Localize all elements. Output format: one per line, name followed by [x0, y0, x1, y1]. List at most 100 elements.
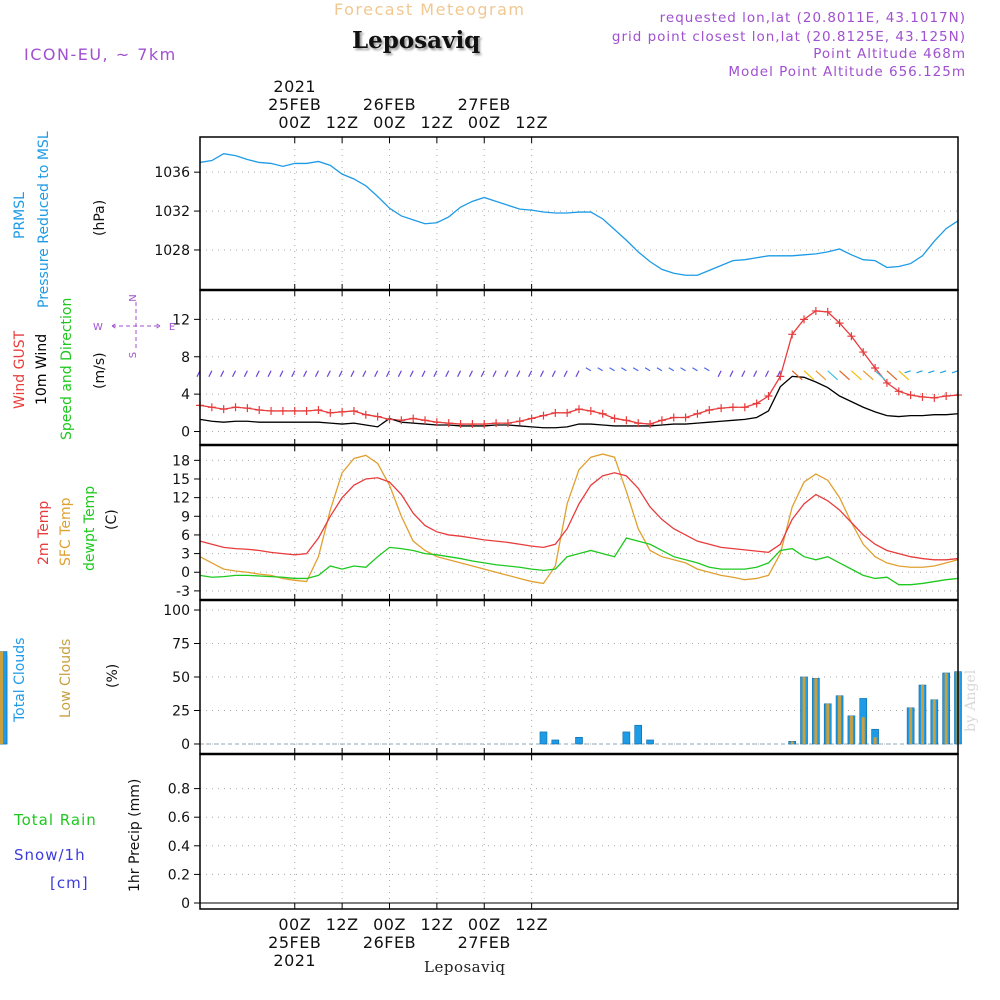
wind-arrow: [539, 370, 545, 378]
gust-marker: [610, 414, 619, 423]
gust-marker: [930, 393, 939, 402]
top-time-label: 25FEB: [268, 95, 321, 114]
panel-precip-ytick-label: 0: [181, 896, 190, 912]
wind-arrow: [338, 370, 343, 378]
gust-marker: [717, 404, 726, 413]
gust-marker: [527, 414, 536, 423]
gust-marker: [871, 363, 880, 372]
gust-marker: [705, 406, 714, 415]
low-clouds-bar: [944, 672, 948, 744]
gust-marker: [646, 420, 655, 429]
top-time-label: 00Z: [373, 113, 406, 132]
wind-arrow: [680, 367, 686, 372]
gust-marker: [421, 416, 430, 425]
gust-marker: [503, 419, 512, 428]
gust-marker: [231, 403, 240, 412]
wind-arrow: [528, 370, 533, 378]
low-clouds-bar: [0, 651, 3, 744]
panel-temperature-ytick-label: -3: [176, 584, 190, 600]
gust-marker: [847, 332, 856, 341]
wind-arrow: [326, 370, 331, 378]
panel-temperature-ytick-label: 3: [181, 547, 190, 563]
panel-temperature-ytick-label: 12: [172, 491, 190, 507]
top-time-label: 12Z: [326, 113, 359, 132]
low-clouds-bar: [909, 707, 913, 744]
low-clouds-bar: [838, 695, 842, 744]
gust-marker: [302, 406, 311, 415]
top-time-label: 12Z: [420, 113, 453, 132]
low-clouds-bar: [873, 737, 877, 744]
wind-arrow: [303, 370, 308, 378]
total-clouds-bar: [634, 724, 643, 745]
wind-arrow: [563, 370, 568, 378]
panel-clouds-ytick-label: 0: [181, 737, 190, 753]
gust-marker: [539, 411, 548, 420]
panel-precip-ytick-label: 0.2: [168, 867, 190, 883]
wind-arrow: [764, 370, 770, 378]
top-time-label: 00Z: [468, 113, 501, 132]
wind-arrow: [597, 367, 603, 372]
wind-arrow: [208, 370, 213, 378]
gust-marker: [444, 419, 453, 428]
gust-marker: [823, 307, 832, 316]
model-altitude: Model Point Altitude 656.125m: [728, 64, 966, 80]
wind-arrow: [668, 367, 675, 372]
gust-marker: [918, 392, 927, 401]
gust-marker: [859, 348, 868, 357]
gust-marker: [409, 414, 418, 423]
gust-marker: [397, 416, 406, 425]
gust-marker: [811, 306, 820, 315]
bottom-time-label: 27FEB: [458, 933, 511, 952]
wind-arrow: [480, 370, 485, 378]
wind-arrow: [374, 370, 379, 378]
wind-arrow: [886, 370, 898, 381]
top-time-label: 2021: [273, 77, 316, 96]
panel-precip-frame: [199, 753, 959, 910]
pressure-label-msl: Pressure Reduced to MSL: [36, 131, 52, 308]
panel-temperature-ytick-label: 0: [181, 565, 190, 581]
wind-arrow: [916, 370, 923, 374]
low-clouds-bar: [849, 715, 853, 744]
wind-arrow: [397, 370, 402, 378]
rain-label: Total Rain: [13, 811, 97, 829]
wind-arrow: [362, 370, 367, 378]
total-clouds-bar: [622, 731, 631, 745]
gust-marker: [480, 420, 489, 429]
gust-marker: [314, 406, 323, 415]
precip-label: 1hr Precip (mm): [127, 779, 143, 892]
clouds-label-total: Total Clouds: [12, 638, 28, 723]
gust-marker: [278, 406, 287, 415]
wind-arrow: [433, 370, 438, 378]
bottom-time-label: 12Z: [420, 915, 453, 934]
wind-arrow: [504, 370, 509, 378]
top-time-label: 00Z: [278, 113, 311, 132]
total-clouds-bar: [575, 736, 583, 745]
wind-arrow: [632, 367, 639, 372]
snow-label: Snow/1h: [14, 846, 86, 864]
wind-label-gust: Wind GUST: [12, 330, 28, 409]
gust-marker: [586, 406, 595, 415]
bottom-time-label: 26FEB: [363, 933, 416, 952]
panel-wind-ytick-label: 4: [181, 387, 190, 403]
total-clouds-bar: [539, 731, 548, 745]
wind-arrow: [385, 370, 391, 378]
wind-arrow: [551, 370, 556, 378]
wind-arrow: [255, 370, 260, 378]
gust-marker: [752, 399, 761, 408]
wind-arrow: [851, 370, 862, 381]
wind-arrow: [898, 370, 910, 381]
panel-clouds-ytick-label: 25: [172, 703, 190, 719]
gust-marker: [669, 413, 678, 422]
t2m-line: [199, 472, 959, 561]
total-clouds-bar: [0, 651, 8, 745]
gust-marker: [728, 403, 737, 412]
wind-line: [199, 375, 959, 429]
temp-label-sfc: SFC Temp: [58, 497, 74, 566]
gust-marker: [468, 420, 477, 429]
gust-marker: [575, 405, 583, 414]
gust-marker: [740, 403, 749, 412]
gust-marker: [764, 392, 773, 401]
gust-marker: [942, 392, 951, 401]
panel-temperature-ytick-label: 9: [181, 509, 190, 525]
